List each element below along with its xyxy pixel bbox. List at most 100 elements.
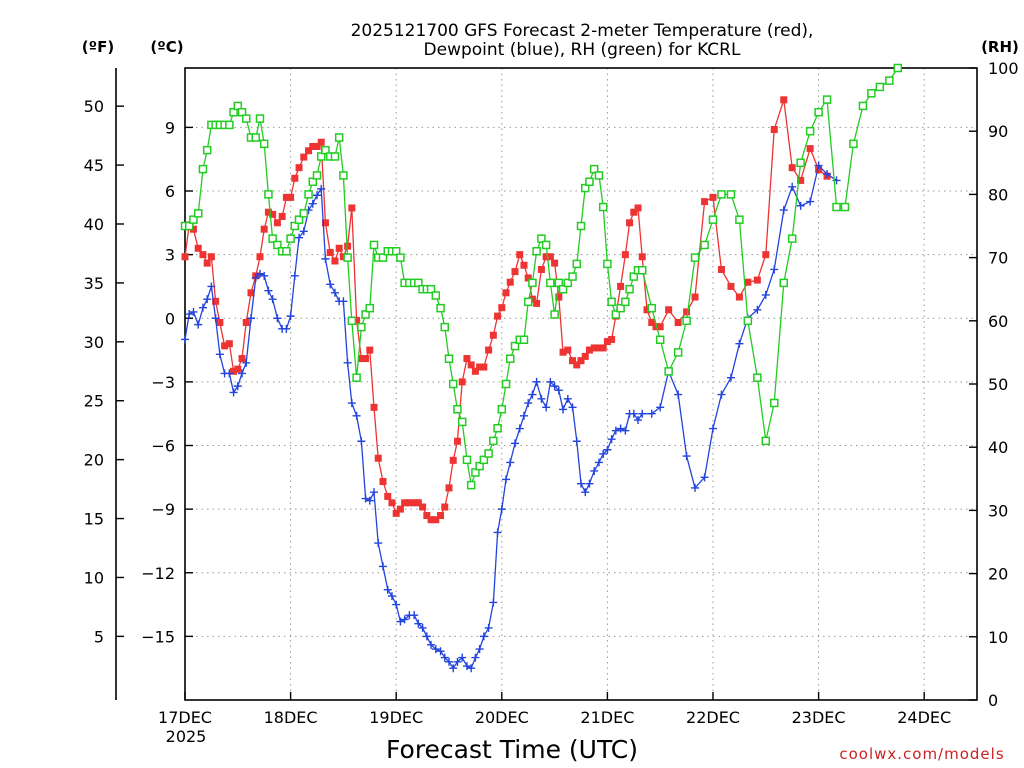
dewpoint-point (559, 405, 568, 414)
dewpoint-point (361, 494, 370, 503)
rh-point (735, 215, 744, 224)
f-tick-label: 45 (84, 156, 104, 175)
dewpoint-point (502, 475, 511, 484)
temperature-point (485, 346, 493, 354)
dewpoint-point (537, 394, 546, 403)
temperature-point (735, 293, 743, 301)
temperature-point (410, 499, 418, 507)
rh-point (431, 291, 441, 300)
celsius-axis: 9 6 3 0 −3 −6 −9 −12 −15 (141, 118, 193, 646)
dewpoint-point (370, 488, 379, 497)
temperature-point (581, 352, 589, 360)
temperature-point (216, 318, 224, 326)
rh-point (558, 284, 568, 294)
temperature-point (388, 499, 396, 507)
dewpoint-point (647, 409, 656, 418)
temperature-point (353, 316, 361, 324)
dewpoint-point (497, 505, 506, 514)
rh-point (637, 265, 647, 275)
dewpoint-point (431, 645, 440, 654)
temperature-point (656, 323, 664, 331)
rh-point (255, 114, 265, 123)
dewpoint-point (242, 358, 251, 367)
rh-point (589, 164, 599, 174)
temperature-point (309, 142, 317, 150)
rh-point (726, 190, 736, 199)
rh-point (273, 240, 282, 250)
dewpoint-point (528, 390, 537, 399)
dewpoint-point (343, 358, 352, 367)
dewpoint-point (299, 227, 308, 236)
dewpoint-point (599, 449, 608, 458)
dewpoint-point (282, 324, 291, 333)
temperature-point (815, 166, 823, 174)
dewpoint-point (577, 479, 585, 488)
f-tick-label: 40 (84, 215, 104, 234)
dewpoint-point (229, 388, 238, 397)
rh-point (585, 177, 594, 187)
rh-point (369, 240, 379, 250)
rh-point (198, 164, 208, 174)
f-tick-label: 25 (84, 392, 104, 411)
temperature-point (463, 355, 471, 363)
rh-point (594, 171, 604, 180)
temperature-point (199, 251, 207, 259)
rh-point (396, 253, 405, 262)
rh-point (352, 373, 361, 382)
dewpoint-point (607, 435, 616, 444)
dewpoint-point (726, 373, 735, 382)
dewpoint-point (339, 297, 348, 306)
temperature-point (634, 204, 642, 212)
rh-point (690, 253, 700, 262)
dewpoint-point (211, 314, 220, 323)
temperature-point (573, 361, 581, 369)
temperature-point (230, 367, 238, 375)
dewpoint-point (581, 488, 590, 497)
rh-point (286, 234, 295, 243)
rh-point (339, 171, 348, 180)
dewpoint-point (788, 182, 797, 191)
temperature-point (278, 212, 286, 220)
dewpoint-point (326, 280, 335, 289)
c-tick-label: −15 (141, 627, 175, 646)
rh-point (462, 455, 472, 465)
temperature-point (449, 456, 457, 464)
temperature-point (797, 176, 805, 184)
chart-title-line1: 2025121700 GFS Forecast 2-meter Temperat… (351, 21, 814, 41)
dewpoint-point (532, 377, 541, 386)
rh-point (796, 158, 805, 168)
rh-point (294, 215, 304, 224)
rh-point (563, 278, 573, 288)
temperature-point (626, 219, 634, 227)
dewpoint-point (594, 458, 603, 467)
dewpoint-point (260, 271, 269, 280)
dewpoint-point (290, 271, 299, 280)
rh-point (436, 303, 445, 313)
dewpoint-point (255, 269, 264, 278)
temperature-point (806, 145, 814, 153)
temperature-point (445, 484, 453, 492)
temperature-point (273, 219, 281, 227)
dewpoint-point (823, 170, 832, 179)
chart-title-line2: Dewpoint (blue), RH (green) for KCRL (424, 40, 741, 60)
dewpoint-point (682, 452, 691, 461)
grid-lines (185, 68, 977, 700)
dewpoint-point (317, 184, 326, 193)
temperature-point (520, 261, 528, 269)
rh-point (885, 76, 894, 85)
rh-point (193, 209, 203, 218)
rh-point (282, 247, 291, 256)
temperature-point (238, 355, 246, 363)
dewpoint-point (410, 611, 419, 620)
dewpoint-point (308, 199, 317, 208)
temperature-point (437, 511, 445, 519)
temperature-point (533, 299, 541, 307)
f-tick-label: 20 (84, 451, 104, 470)
rh-point (440, 322, 450, 332)
temperature-point (701, 198, 709, 206)
dewpoint-point (515, 424, 524, 433)
temperature-point (621, 251, 629, 259)
temperature-point (506, 278, 514, 286)
